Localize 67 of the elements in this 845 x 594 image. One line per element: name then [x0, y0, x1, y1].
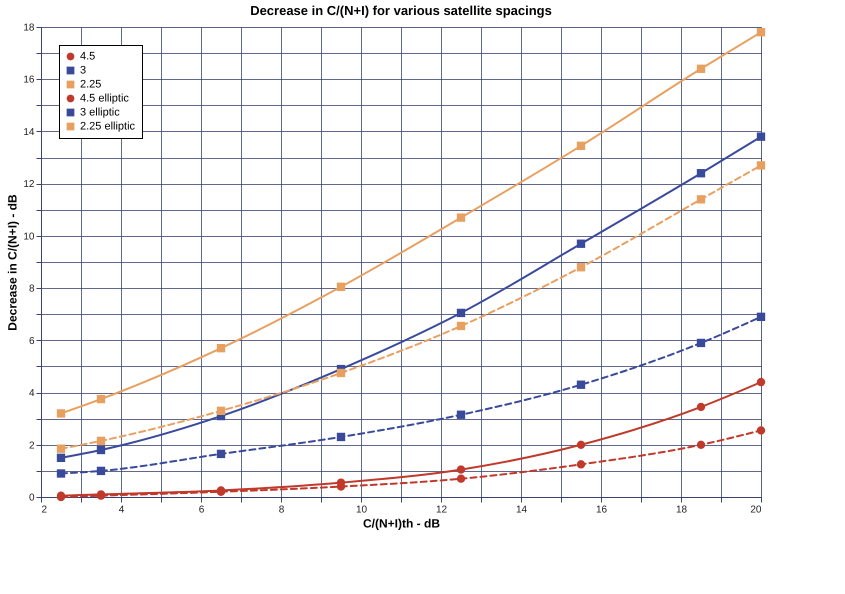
point: [576, 440, 586, 449]
legend-label: 2.25 elliptic: [80, 120, 136, 132]
point: [576, 460, 586, 469]
x-tick-label: 12: [436, 504, 448, 516]
point: [756, 426, 766, 435]
point: [756, 132, 766, 141]
x-tick-label: 2: [42, 504, 48, 516]
legend-label: 4.5 elliptic: [80, 92, 130, 104]
point: [56, 409, 66, 418]
point: [576, 380, 586, 389]
point: [456, 322, 466, 330]
point: [456, 474, 466, 483]
point: [756, 161, 766, 170]
point: [56, 454, 66, 462]
y-tick-label: 0: [28, 492, 35, 504]
point: [336, 282, 346, 291]
point: [696, 64, 706, 73]
x-tick-label: 10: [356, 504, 368, 516]
y-axis-title: Decrease in C/(N+I) - dB: [5, 194, 20, 331]
y-tick-label: 14: [23, 126, 35, 138]
legend-label: 3 elliptic: [80, 106, 120, 118]
legend-label: 2.25: [80, 78, 102, 90]
y-tick-label: 16: [23, 74, 35, 86]
y-tick-label: 18: [23, 22, 35, 34]
y-tick-label: 2: [28, 440, 35, 452]
point: [96, 446, 106, 454]
x-tick-label: 16: [596, 504, 608, 516]
x-tick-label: 8: [278, 504, 285, 516]
x-axis-title: C/(N+I)th - dB: [363, 516, 440, 530]
point: [456, 410, 466, 419]
point: [216, 450, 226, 458]
y-tick-label: 8: [28, 284, 35, 295]
legend-label: 3: [80, 64, 86, 76]
x-tick-label: 14: [516, 504, 528, 516]
point: [456, 308, 466, 318]
point: [96, 466, 106, 476]
point: [56, 444, 66, 453]
y-tick-label: 10: [23, 231, 35, 242]
point: [696, 338, 706, 348]
point: [696, 195, 706, 204]
x-tick-label: 20: [750, 504, 762, 516]
legend-label: 4.5: [80, 50, 96, 62]
y-tick-label: 6: [28, 336, 35, 347]
point: [696, 440, 706, 449]
x-tick-label: 4: [118, 504, 125, 516]
y-tick-label: 4: [28, 388, 35, 400]
point: [576, 263, 586, 272]
x-tick-label: 6: [198, 504, 205, 516]
point: [696, 402, 706, 412]
point: [756, 28, 766, 36]
point: [216, 406, 226, 416]
point: [96, 394, 106, 404]
point: [56, 469, 66, 478]
point: [456, 465, 466, 474]
chart-title: Decrease in C/(N+I) for various satellite spacings: [250, 3, 552, 18]
point: [756, 312, 766, 322]
x-tick-label: 18: [676, 504, 688, 516]
point: [756, 378, 766, 386]
point: [96, 436, 106, 446]
point: [576, 142, 586, 150]
point: [216, 344, 226, 352]
point: [696, 169, 706, 178]
y-tick-label: 12: [23, 179, 35, 190]
point: [336, 368, 346, 378]
point: [456, 213, 466, 222]
point: [576, 240, 586, 248]
point: [336, 432, 346, 442]
